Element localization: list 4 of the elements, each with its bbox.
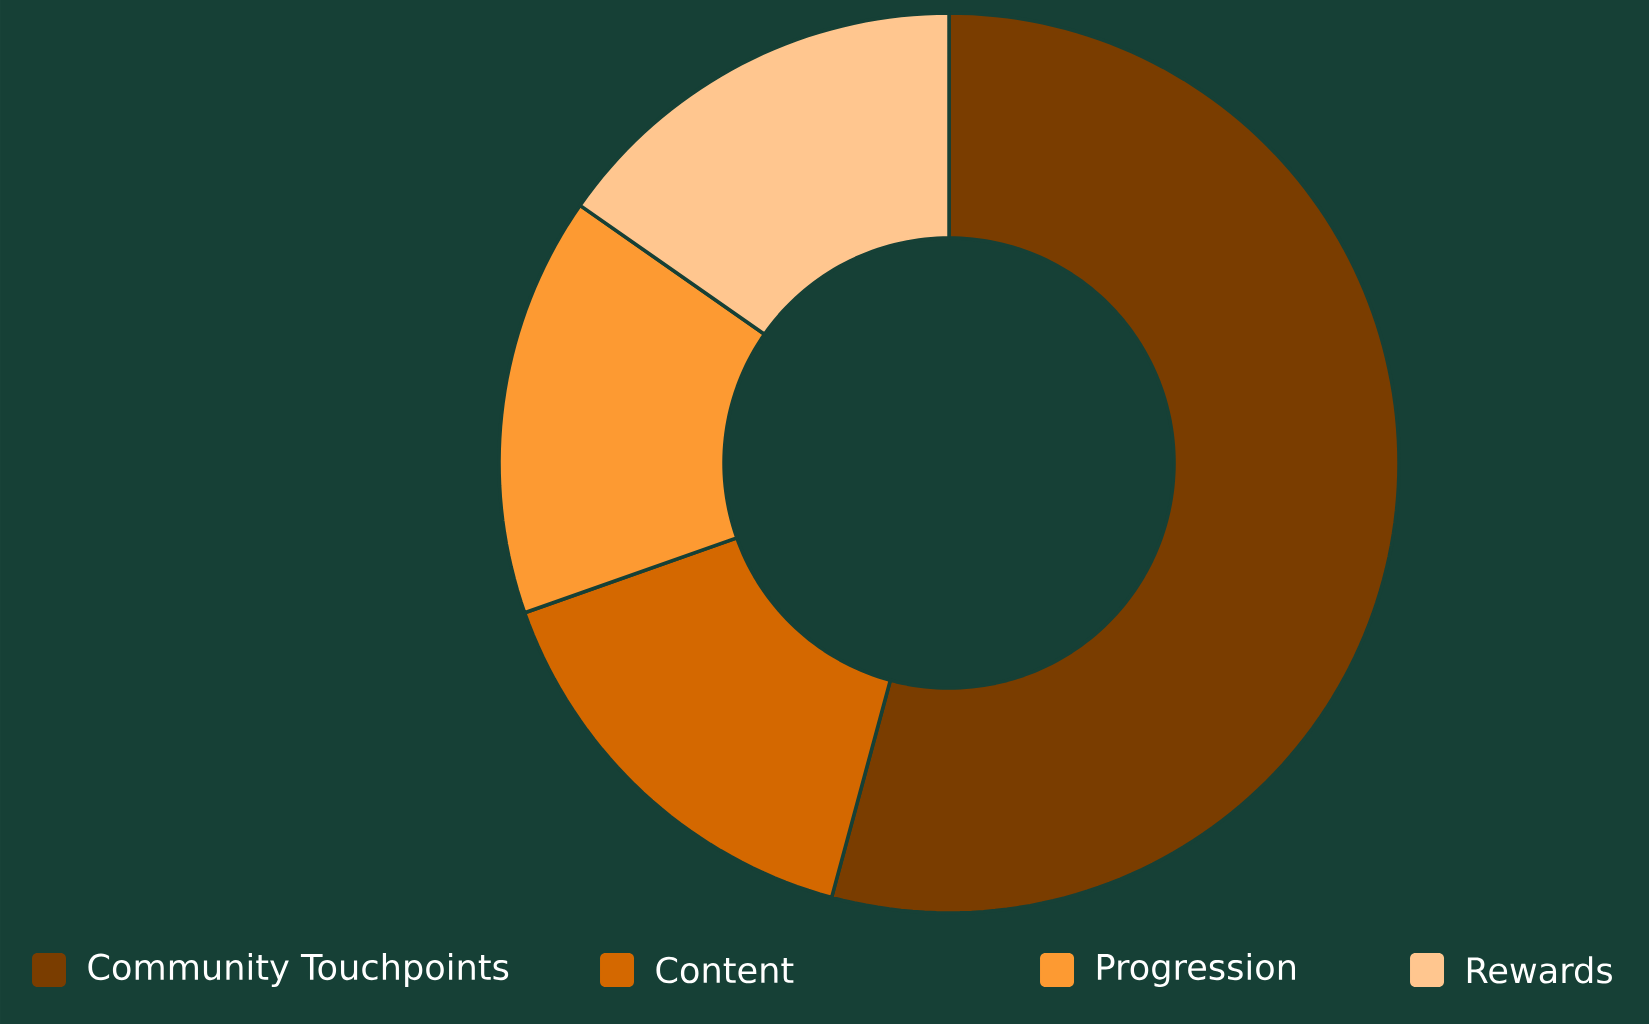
legend-label: Rewards [1467,956,1612,984]
legend-label: Community Touchpoints [88,952,509,988]
legend-label: Content [656,956,794,984]
legend-label: Progression [1097,952,1296,988]
